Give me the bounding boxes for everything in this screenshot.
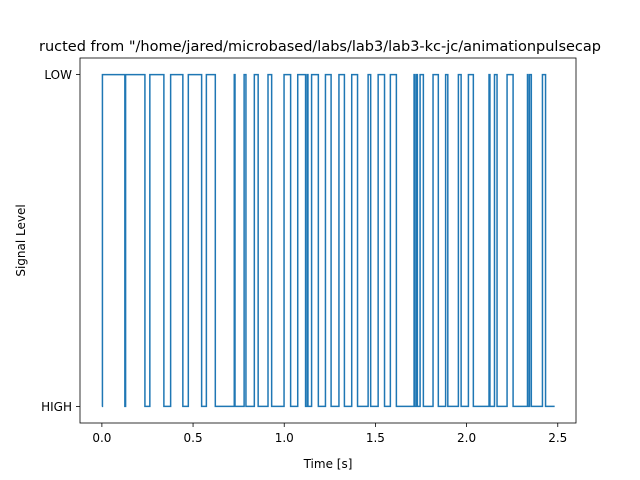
x-tick-label: 2.0 — [457, 431, 476, 445]
y-tick-label: LOW — [44, 68, 72, 82]
x-tick-label: 1.5 — [366, 431, 385, 445]
x-tick-label: 2.5 — [548, 431, 567, 445]
x-tick-label: 0.0 — [92, 431, 111, 445]
plot-area-frame — [79, 57, 577, 424]
y-axis: HIGH LOW — [41, 68, 80, 414]
chart-title: ructed from "/home/jared/microbased/labs… — [39, 39, 601, 55]
x-tick-label: 1.0 — [275, 431, 294, 445]
x-axis-label: Time [s] — [303, 457, 353, 471]
signal-trace-group — [101, 73, 555, 408]
signal-series-line-0 — [101, 73, 555, 408]
y-axis-label: Signal Level — [14, 204, 28, 276]
x-tick-label: 0.5 — [184, 431, 203, 445]
x-axis: 0.0 0.5 1.0 1.5 2.0 2.5 — [92, 423, 567, 445]
y-tick-label: HIGH — [41, 400, 72, 414]
